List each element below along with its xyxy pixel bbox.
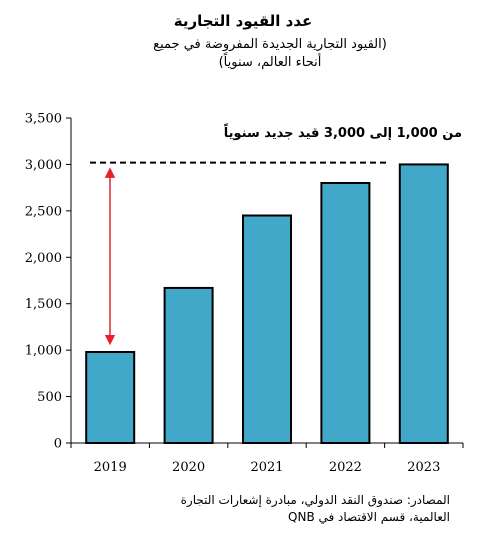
x-tick-label: 2020 xyxy=(172,460,205,475)
x-tick-label: 2022 xyxy=(329,460,362,475)
y-tick-label: 0 xyxy=(54,437,62,452)
x-tick-label: 2023 xyxy=(407,460,440,475)
bar-2019 xyxy=(85,351,136,444)
y-tick-label: 1,500 xyxy=(25,297,62,312)
y-tick-label: 3,000 xyxy=(25,158,62,173)
x-tick-label: 2021 xyxy=(250,460,283,475)
y-tick-label: 2,000 xyxy=(25,251,62,266)
bar-2021 xyxy=(242,214,292,444)
y-tick-label: 3,500 xyxy=(25,112,62,127)
y-tick-label: 1,000 xyxy=(25,344,62,359)
chart-title: عدد القيود التجارية xyxy=(173,12,313,30)
source-note: المصادر: صندوق النقد الدولي، مبادرة إشعا… xyxy=(180,493,450,524)
y-tick-label: 500 xyxy=(37,390,62,405)
annotation-text: من 1,000 إلى 3,000 قيد جديد سنوياً xyxy=(224,123,462,141)
y-tick-label: 2,500 xyxy=(25,204,62,219)
x-tick-label: 2019 xyxy=(94,460,127,475)
bar-2022 xyxy=(320,182,371,444)
chart-subtitle: (القيود التجارية الجديدة المفروضة في جمي… xyxy=(153,37,387,70)
bar-2020 xyxy=(163,286,214,444)
bar-2023 xyxy=(398,163,449,445)
